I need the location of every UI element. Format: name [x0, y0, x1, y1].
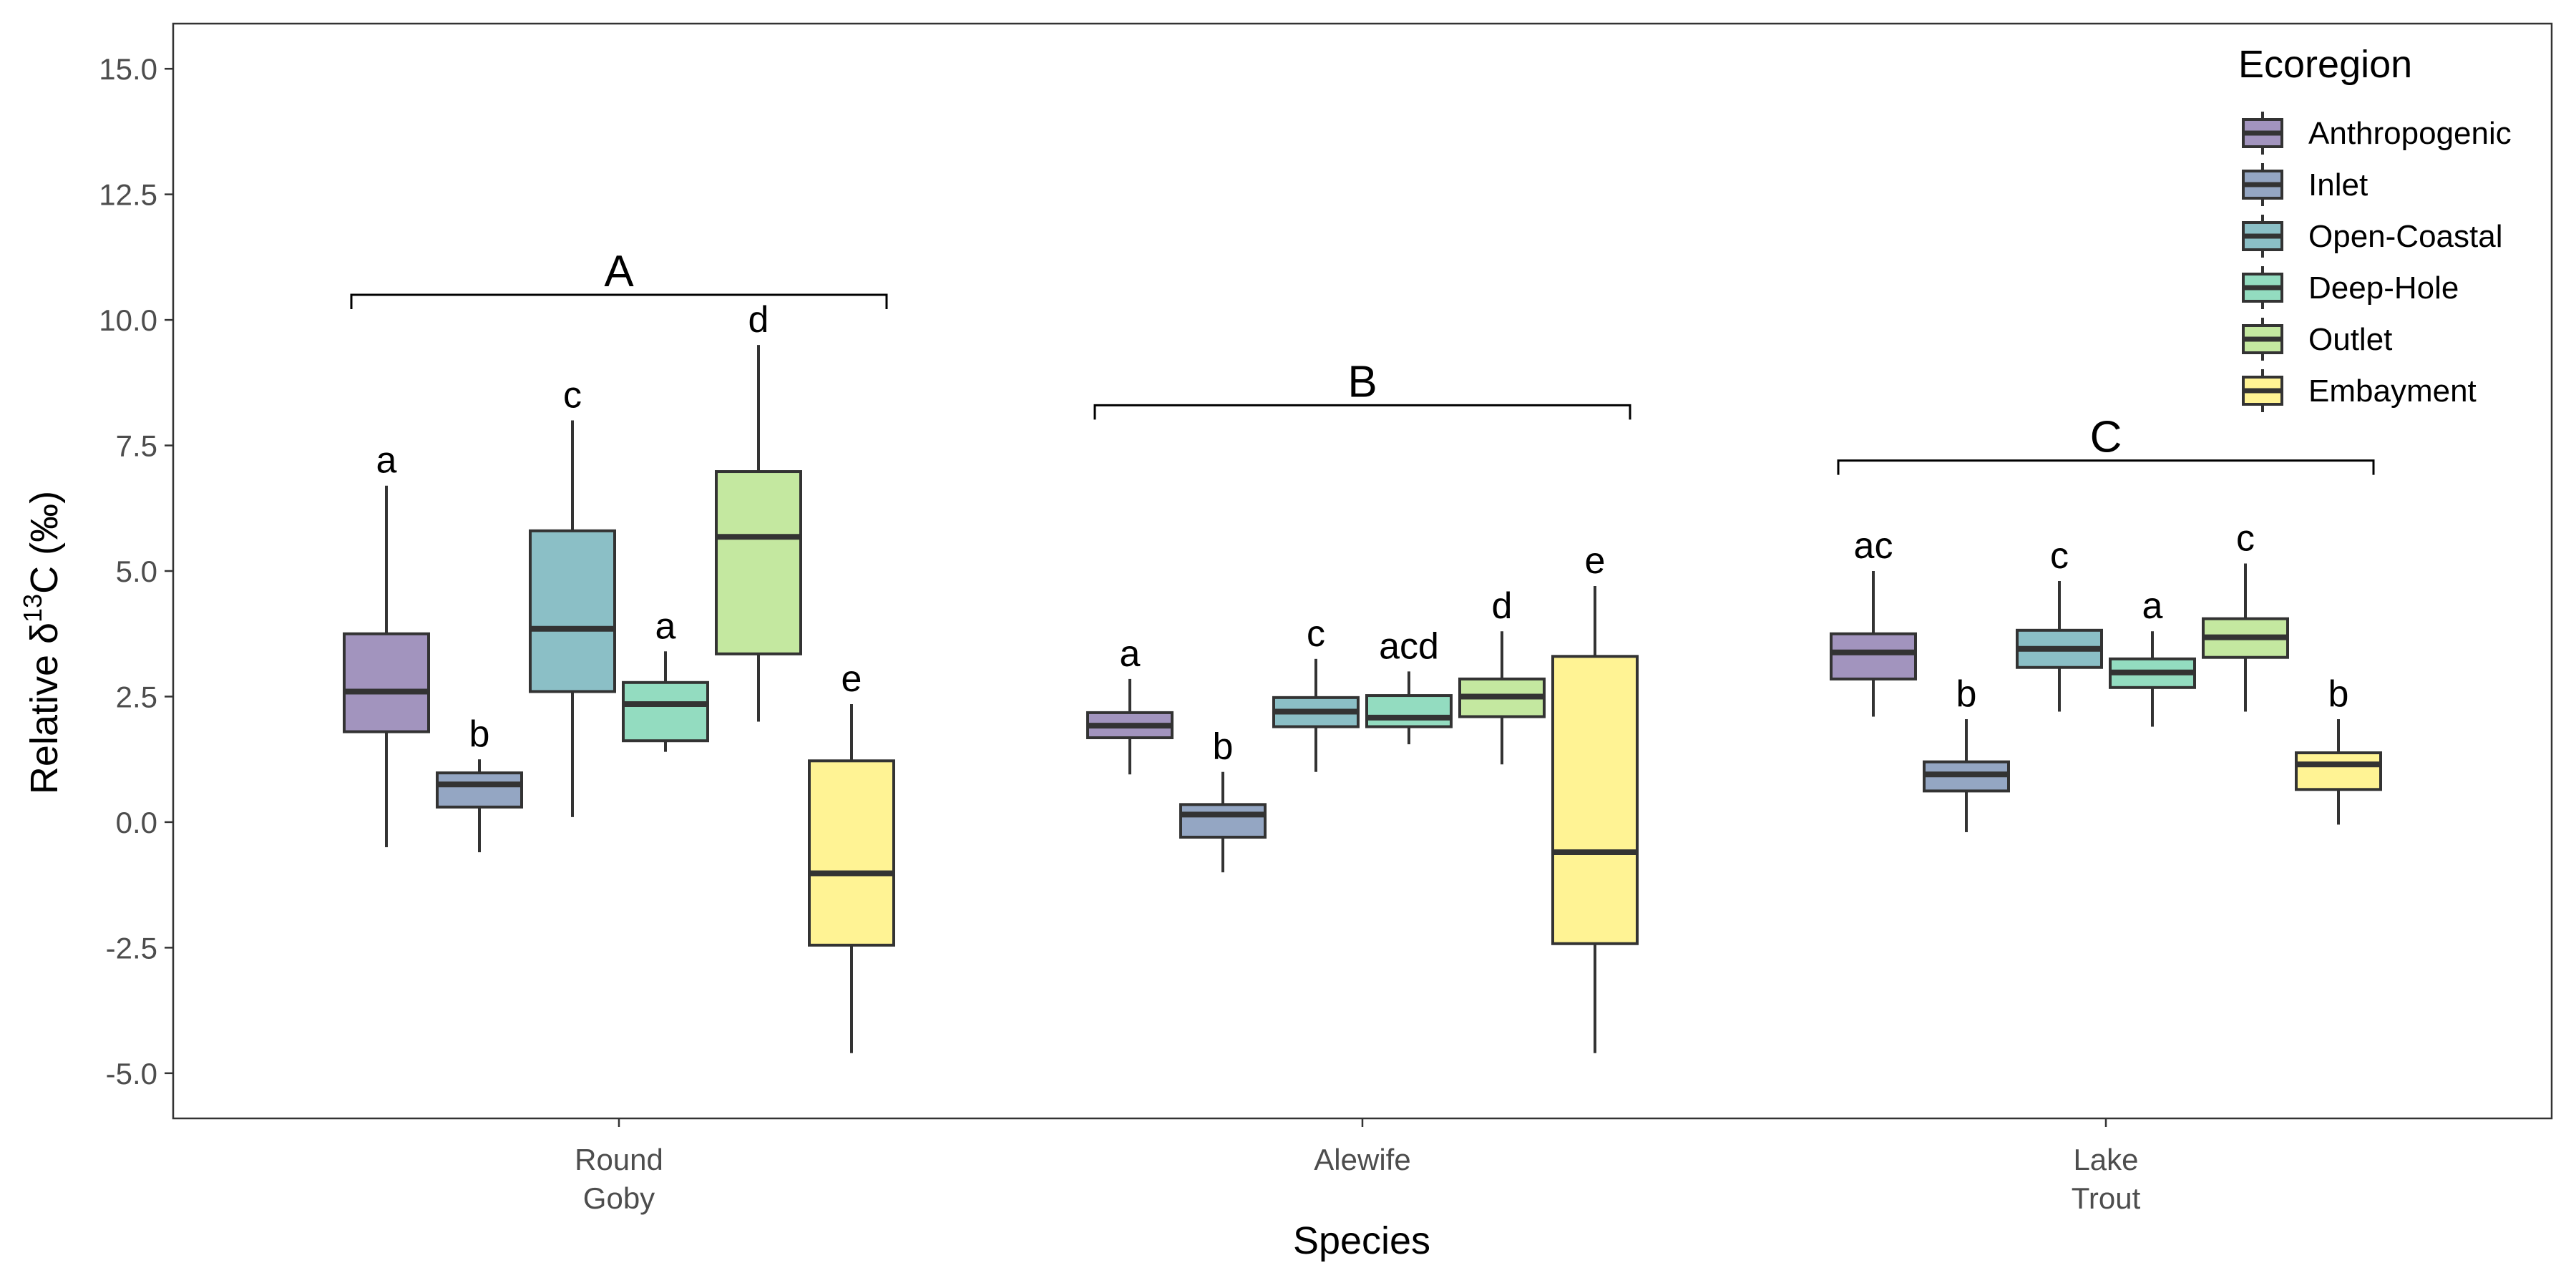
x-axis-title: Species	[1293, 1219, 1430, 1262]
x-axis: Round Goby Alewife Lake Trout	[575, 1118, 2141, 1215]
y-tick-label: -5.0	[106, 1057, 157, 1091]
y-axis: -5.0 -2.5 0.0 2.5 5.0 7.5 10.0 12.5 15.0	[99, 52, 173, 1091]
box-iqr	[715, 470, 802, 655]
box-0-3: a	[622, 605, 709, 752]
y-axis-title-superscript: 13	[18, 594, 47, 623]
significance-letter: ac	[1854, 525, 1893, 567]
box-0-5: e	[808, 658, 895, 1053]
legend-item-inlet: Inlet	[2242, 163, 2368, 206]
significance-letter: b	[2328, 673, 2349, 715]
significance-letter: b	[1956, 673, 1977, 715]
legend-item-embayment: Embayment	[2242, 369, 2477, 412]
box-iqr	[1365, 694, 1453, 728]
box-2-3: a	[2109, 585, 2196, 727]
significance-letter: c	[2050, 535, 2069, 577]
box-0-2: c	[529, 374, 616, 817]
significance-letter: c	[1307, 613, 1325, 655]
significance-letter: d	[1492, 585, 1513, 627]
legend-label: Outlet	[2308, 322, 2392, 357]
legend-item-deep-hole: Deep-Hole	[2242, 266, 2459, 309]
legend-label: Deep-Hole	[2308, 270, 2459, 306]
box-iqr	[2295, 751, 2382, 791]
significance-letter: a	[2142, 585, 2163, 627]
significance-letter: e	[1585, 540, 1606, 582]
group-letter: A	[604, 247, 634, 296]
x-tick-label: Round	[575, 1143, 663, 1176]
legend-item-anthropogenic: Anthropogenic	[2242, 112, 2512, 155]
significance-letter: e	[841, 658, 862, 700]
box-iqr	[343, 632, 430, 733]
y-axis-title-main: Relative δ	[23, 623, 66, 794]
box-2-1: b	[1923, 673, 2010, 832]
box-2-0: ac	[1830, 525, 1917, 717]
box-1-0: a	[1086, 633, 1174, 775]
box-iqr	[529, 529, 616, 693]
significance-letter: a	[655, 605, 676, 647]
group-letter: C	[2090, 413, 2122, 462]
significance-letter: a	[376, 440, 397, 482]
x-tick-label: Alewife	[1314, 1143, 1410, 1176]
box-0-4: d	[715, 299, 802, 722]
y-tick-label: 2.5	[116, 680, 157, 713]
box-iqr	[808, 759, 895, 947]
x-tick-label: Trout	[2072, 1181, 2141, 1215]
box-1-4: d	[1458, 585, 1546, 765]
legend: Ecoregion Anthropogenic Inlet Open-Coastal D…	[2238, 43, 2512, 412]
y-axis-title: Relative δ13C (‰)	[18, 491, 66, 794]
significance-letter: acd	[1379, 625, 1439, 667]
box-1-1: b	[1179, 726, 1267, 873]
group-bracket	[1093, 404, 1631, 420]
y-tick-label: 7.5	[116, 429, 157, 463]
group-letter: B	[1347, 357, 1377, 406]
box-0-0: a	[343, 440, 430, 848]
group-bracket	[1837, 459, 2375, 475]
box-2-4: c	[2202, 517, 2289, 712]
y-tick-label: 0.0	[116, 806, 157, 839]
legend-item-outlet: Outlet	[2242, 318, 2392, 361]
legend-item-open-coastal: Open-Coastal	[2242, 215, 2502, 258]
y-tick-label: 15.0	[99, 52, 157, 86]
significance-letter: b	[1213, 726, 1234, 768]
y-tick-label: -2.5	[106, 931, 157, 965]
y-tick-label: 10.0	[99, 303, 157, 337]
legend-label: Embayment	[2308, 374, 2477, 409]
significance-letter: a	[1120, 633, 1141, 675]
x-tick-label: Lake	[2073, 1143, 2138, 1176]
significance-letter: b	[469, 713, 490, 755]
group-bracket	[350, 293, 888, 309]
box-1-2: c	[1272, 613, 1360, 772]
box-iqr	[622, 680, 709, 743]
legend-label: Open-Coastal	[2308, 219, 2502, 254]
box-iqr	[1830, 632, 1917, 680]
significance-letter: c	[2236, 517, 2255, 559]
y-axis-title-rest: C (‰)	[23, 491, 66, 594]
legend-title: Ecoregion	[2238, 43, 2412, 86]
significance-letter: d	[748, 299, 769, 341]
box-1-5: e	[1551, 540, 1639, 1053]
box-2-2: c	[2016, 535, 2103, 712]
box-1-3: acd	[1365, 625, 1453, 745]
significance-letter: c	[563, 374, 582, 416]
legend-label: Anthropogenic	[2308, 116, 2512, 151]
y-tick-label: 5.0	[116, 555, 157, 588]
box-iqr	[436, 771, 523, 809]
y-tick-label: 12.5	[99, 178, 157, 212]
box-iqr	[1551, 655, 1639, 945]
box-0-1: b	[436, 713, 523, 853]
box-iqr	[1179, 803, 1267, 839]
box-2-5: b	[2295, 673, 2382, 825]
x-tick-label: Goby	[583, 1181, 655, 1215]
legend-label: Inlet	[2308, 167, 2368, 203]
